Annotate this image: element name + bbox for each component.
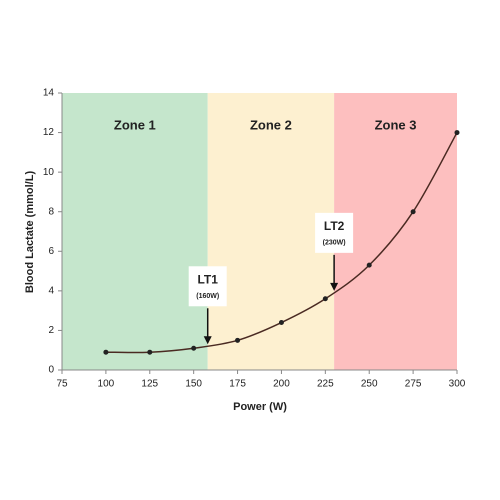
data-point [278,320,284,326]
zone-label: Zone 2 [250,117,292,132]
y-tick-label: 14 [43,88,55,99]
zone-label: Zone 3 [375,117,417,132]
x-tick-label: 250 [361,379,378,390]
x-tick-label: 125 [141,379,158,390]
x-tick-label: 200 [273,379,290,390]
y-axis-label: Blood Lactate (mmol/L) [24,171,36,294]
annotation-sublabel: (160W) [196,293,219,300]
trend-line [105,132,458,354]
zone [62,93,208,370]
x-tick-label: 100 [98,379,115,390]
arrow-head [203,336,212,345]
x-tick-label: 225 [317,379,334,390]
x-tick-label: 75 [56,379,68,390]
data-point [410,209,416,215]
zone [334,93,457,370]
annotation-box [315,212,354,253]
y-tick-label: 8 [48,206,54,217]
data-point [322,296,328,302]
annotation-box [188,266,227,307]
y-tick-label: 6 [48,246,54,257]
y-tick-label: 2 [48,325,54,336]
y-tick-label: 4 [48,285,54,296]
annotation-sublabel: (230W) [323,240,346,247]
data-point [235,337,241,343]
data-point [366,262,372,268]
x-tick-label: 150 [185,379,202,390]
zone-label: Zone 1 [114,117,156,132]
annotation-label: LT1 [197,272,218,286]
x-axis-label: Power (W) [233,401,287,413]
y-tick-label: 12 [43,127,55,138]
data-point [103,349,109,355]
arrow-head [330,282,339,291]
data-point [454,130,460,136]
zone [207,93,335,370]
x-tick-label: 175 [229,379,246,390]
y-tick-label: 0 [48,365,54,376]
x-tick-label: 300 [449,379,466,390]
data-point [147,349,153,355]
y-tick-label: 10 [43,167,55,178]
x-tick-label: 275 [405,379,422,390]
annotation-label: LT2 [324,219,345,233]
data-point [191,345,197,351]
